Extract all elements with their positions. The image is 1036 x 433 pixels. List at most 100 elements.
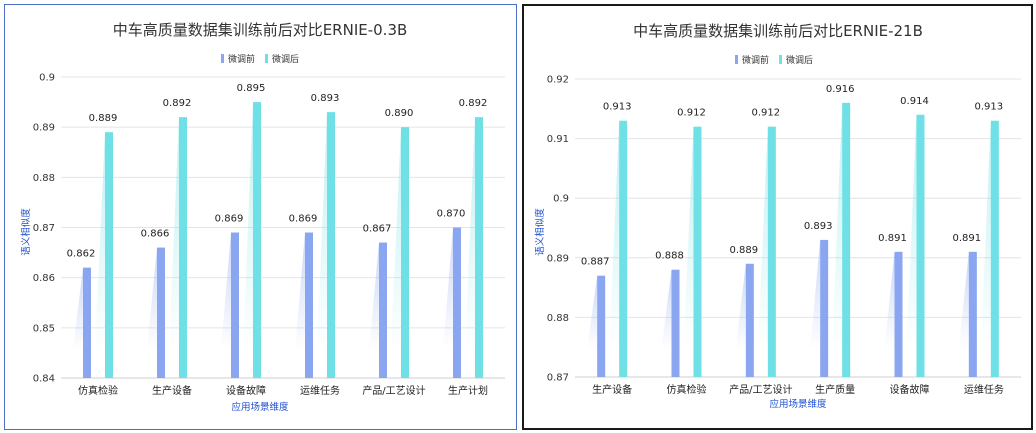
x-tick-label: 产品/工艺设计 <box>362 384 425 397</box>
data-label: 0.893 <box>311 93 340 104</box>
bar-shadow <box>95 132 105 350</box>
bar-before[interactable] <box>231 232 239 378</box>
bar-before[interactable] <box>83 267 91 378</box>
y-tick-label: 0.9 <box>553 194 569 205</box>
legend-label-before[interactable]: 微调前 <box>742 54 769 66</box>
bar-after[interactable] <box>842 102 851 377</box>
chart-panel-ernie-21b: 中车高质量数据集训练前后对比ERNIE-21B 微调前 微调后 0.87 0.88… <box>522 4 1033 430</box>
chart-title: 中车高质量数据集训练前后对比ERNIE-0.3B <box>113 21 408 39</box>
bar-after[interactable] <box>327 112 335 378</box>
bar-before[interactable] <box>157 247 165 378</box>
x-tick-label: 仿真检验 <box>78 384 118 397</box>
data-label: 0.895 <box>237 83 266 94</box>
bar-shadow <box>221 232 231 350</box>
bar-shadow <box>661 269 672 349</box>
data-label: 0.889 <box>730 245 759 256</box>
data-label: 0.912 <box>677 108 706 119</box>
chart-panel-ernie-0-3b: 中车高质量数据集训练前后对比ERNIE-0.3B 微调前 微调后 0.84 0.8… <box>4 4 517 430</box>
bar-shadow <box>884 251 895 349</box>
bar-after[interactable] <box>916 114 925 377</box>
y-axis-title: 语义相似度 <box>20 208 32 256</box>
chart-svg: 中车高质量数据集训练前后对比ERNIE-0.3B 微调前 微调后 0.84 0.8… <box>20 21 505 413</box>
x-tick-label: 生产计划 <box>448 384 488 397</box>
y-tick-label: 0.89 <box>547 253 569 264</box>
bar-after[interactable] <box>619 120 628 377</box>
data-label: 0.869 <box>215 214 244 225</box>
y-tick-label: 0.89 <box>33 123 55 134</box>
data-label: 0.891 <box>953 233 982 244</box>
data-label: 0.862 <box>67 249 96 260</box>
bar-shadow <box>317 112 327 350</box>
y-tick-label: 0.86 <box>33 273 55 284</box>
bar-before[interactable] <box>894 251 903 377</box>
bar-shadow <box>73 267 83 350</box>
bar-before[interactable] <box>379 242 387 378</box>
bar-before[interactable] <box>671 269 680 377</box>
data-label: 0.912 <box>752 108 781 119</box>
bar-after[interactable] <box>693 126 702 378</box>
bar-before[interactable] <box>820 239 829 377</box>
legend-label-after[interactable]: 微调后 <box>786 54 813 66</box>
bar-before[interactable] <box>453 227 461 379</box>
y-tick-label: 0.9 <box>39 73 55 84</box>
bar-after[interactable] <box>105 132 113 378</box>
x-tick-label: 运维任务 <box>300 384 340 397</box>
y-tick-label: 0.88 <box>547 313 569 324</box>
data-label: 0.870 <box>437 209 466 220</box>
bar-after[interactable] <box>767 126 776 378</box>
y-axis-title: 语义相似度 <box>534 208 546 256</box>
y-tick-label: 0.87 <box>33 223 55 234</box>
legend[interactable]: 微调前 微调后 <box>735 54 813 66</box>
bar-before[interactable] <box>305 232 313 378</box>
legend[interactable]: 微调前 微调后 <box>221 53 299 65</box>
y-tick-label: 0.84 <box>33 374 55 385</box>
bar-after[interactable] <box>990 120 999 377</box>
y-tick-label: 0.88 <box>33 173 55 184</box>
bar-after[interactable] <box>253 102 261 378</box>
data-label: 0.869 <box>289 214 318 225</box>
x-tick-label: 运维任务 <box>964 383 1004 396</box>
legend-swatch-before <box>735 55 738 64</box>
y-tick-label: 0.92 <box>547 75 569 86</box>
bar-shadow <box>391 127 401 351</box>
bar-after[interactable] <box>475 117 483 378</box>
bar-shadow <box>243 102 253 350</box>
data-label: 0.890 <box>385 108 414 119</box>
x-tick-label: 产品/工艺设计 <box>729 383 792 396</box>
x-tick-label: 设备故障 <box>226 384 266 397</box>
x-axis-title: 应用场景维度 <box>231 401 289 413</box>
data-label: 0.891 <box>878 233 907 244</box>
data-label: 0.867 <box>363 224 392 235</box>
data-label: 0.892 <box>459 98 488 109</box>
y-tick-label: 0.85 <box>33 323 55 334</box>
legend-label-after[interactable]: 微调后 <box>272 53 299 65</box>
data-label: 0.913 <box>603 102 632 113</box>
data-label: 0.914 <box>900 96 929 107</box>
bar-shadow <box>980 120 991 349</box>
y-tick-label: 0.91 <box>547 134 569 145</box>
bar-after[interactable] <box>401 127 409 379</box>
bar-shadow <box>832 102 843 349</box>
x-tick-label: 生产设备 <box>592 383 632 396</box>
x-tick-label: 仿真检验 <box>667 383 707 396</box>
x-tick-label: 生产设备 <box>152 384 192 397</box>
bar-before[interactable] <box>745 263 754 377</box>
bar-shadow <box>169 117 179 350</box>
bar-before[interactable] <box>968 251 977 377</box>
data-label: 0.916 <box>826 84 855 95</box>
legend-label-before[interactable]: 微调前 <box>228 53 255 65</box>
data-label: 0.892 <box>163 98 192 109</box>
bar-shadow <box>958 251 969 349</box>
bar-after[interactable] <box>179 117 187 378</box>
data-label: 0.889 <box>89 113 118 124</box>
bar-shadow <box>587 275 598 349</box>
data-label: 0.893 <box>804 221 833 232</box>
y-tick-label: 0.87 <box>547 373 569 384</box>
bar-shadow <box>757 126 768 350</box>
bar-before[interactable] <box>597 275 606 377</box>
bar-shadow <box>609 120 620 349</box>
data-label: 0.888 <box>655 251 684 262</box>
bar-shadow <box>443 227 453 350</box>
chart-title: 中车高质量数据集训练前后对比ERNIE-21B <box>633 22 923 40</box>
x-tick-label: 生产质量 <box>815 383 855 396</box>
